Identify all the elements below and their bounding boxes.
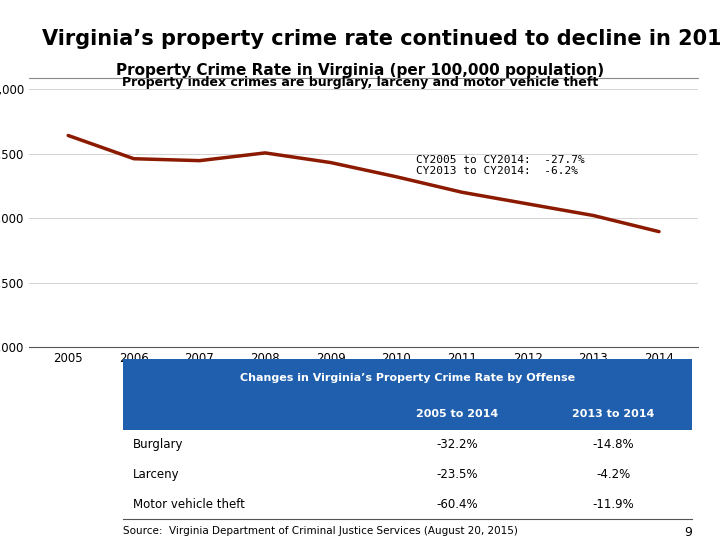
Text: Changes in Virginia’s Property Crime Rate by Offense: Changes in Virginia’s Property Crime Rat… bbox=[240, 373, 575, 383]
Text: 2005 to 2014: 2005 to 2014 bbox=[416, 409, 498, 419]
Text: Property index crimes are burglary, larceny and motor vehicle theft: Property index crimes are burglary, larc… bbox=[122, 76, 598, 89]
Text: Property Crime Rate in Virginia (per 100,000 population): Property Crime Rate in Virginia (per 100… bbox=[116, 63, 604, 78]
Text: -32.2%: -32.2% bbox=[436, 438, 478, 451]
Text: Source:  Virginia Department of Criminal Justice Services (August 20, 2015): Source: Virginia Department of Criminal … bbox=[122, 526, 518, 536]
Text: -11.9%: -11.9% bbox=[593, 497, 634, 510]
FancyBboxPatch shape bbox=[122, 359, 692, 397]
Text: -14.8%: -14.8% bbox=[593, 438, 634, 451]
Text: 2013 to 2014: 2013 to 2014 bbox=[572, 409, 654, 419]
Text: Virginia’s property crime rate continued to decline in 2014.: Virginia’s property crime rate continued… bbox=[42, 29, 720, 49]
Text: Motor vehicle theft: Motor vehicle theft bbox=[132, 497, 245, 510]
Text: -23.5%: -23.5% bbox=[436, 468, 477, 481]
Text: Burglary: Burglary bbox=[132, 438, 183, 451]
Text: -4.2%: -4.2% bbox=[596, 468, 631, 481]
FancyBboxPatch shape bbox=[122, 397, 692, 430]
Text: -60.4%: -60.4% bbox=[436, 497, 478, 510]
Text: 9: 9 bbox=[684, 526, 692, 539]
FancyBboxPatch shape bbox=[122, 489, 692, 519]
FancyBboxPatch shape bbox=[122, 460, 692, 489]
Text: CY2005 to CY2014:  -27.7%
CY2013 to CY2014:  -6.2%: CY2005 to CY2014: -27.7% CY2013 to CY201… bbox=[416, 155, 585, 177]
FancyBboxPatch shape bbox=[122, 430, 692, 460]
Text: Larceny: Larceny bbox=[132, 468, 179, 481]
